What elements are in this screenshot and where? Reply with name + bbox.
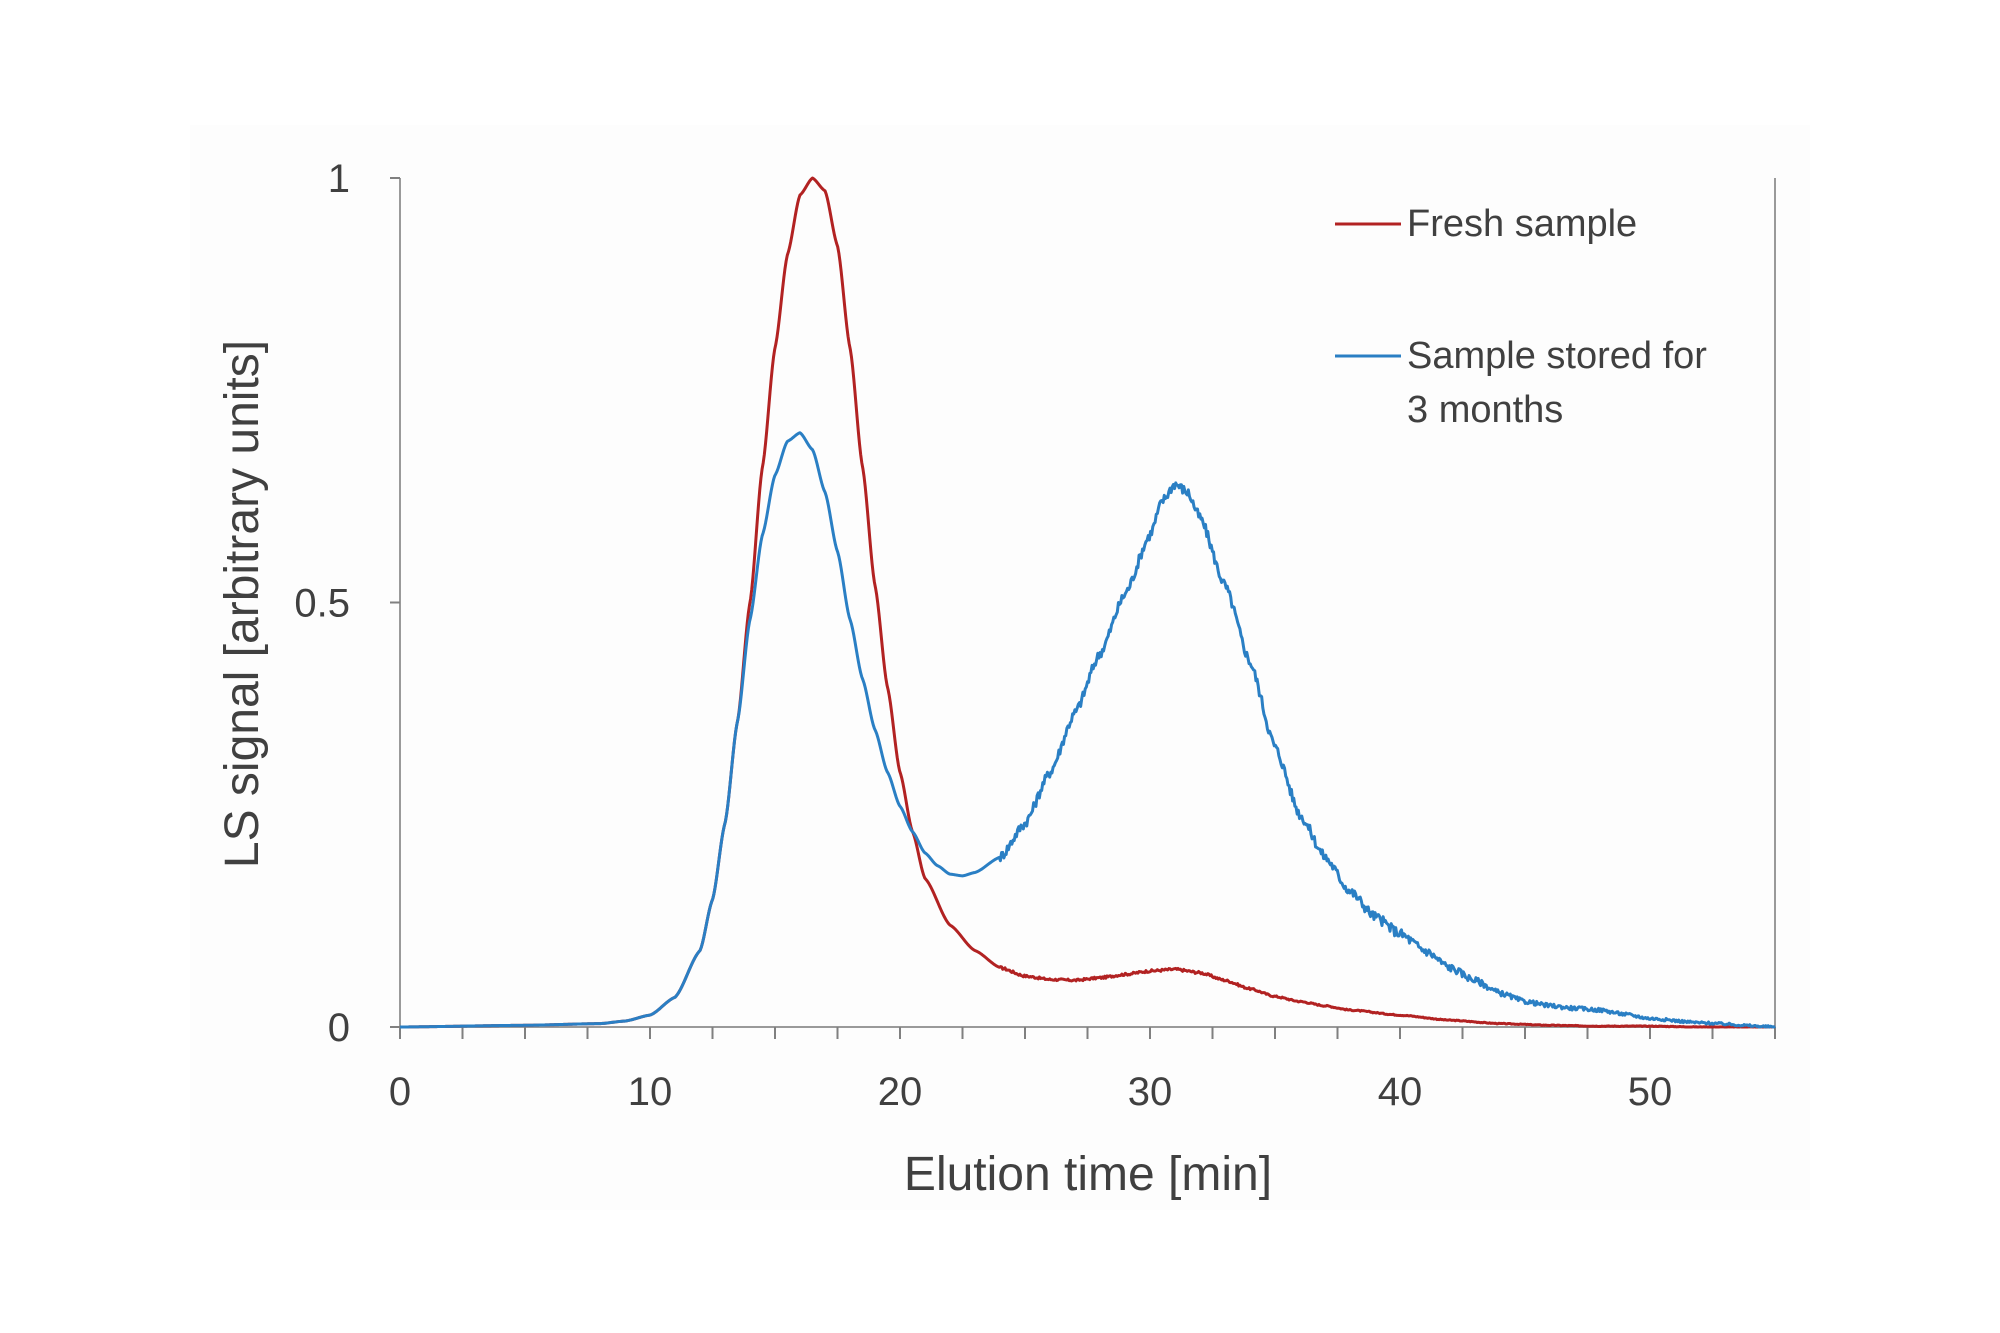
legend: Fresh sample Sample stored for 3 months — [1335, 203, 1707, 431]
x-tick-label: 10 — [628, 1070, 673, 1114]
chart-background — [190, 125, 1810, 1210]
legend-label: Sample stored for — [1407, 335, 1707, 377]
y-tick-label: 0.5 — [294, 582, 350, 626]
x-axis-ticks: 0 10 20 30 40 50 — [389, 1027, 1776, 1114]
x-tick-label: 30 — [1128, 1070, 1173, 1114]
legend-label: 3 months — [1407, 389, 1563, 431]
x-tick-label: 20 — [878, 1070, 923, 1114]
y-tick-label: 1 — [328, 157, 350, 201]
y-axis-ticks: 00.51 — [294, 157, 400, 1050]
x-tick-label: 0 — [389, 1070, 411, 1114]
legend-label: Fresh sample — [1407, 203, 1637, 245]
series-layer — [399, 176, 1776, 1029]
x-tick-label: 50 — [1628, 1070, 1673, 1114]
y-axis-title: LS signal [arbitrary units] — [216, 340, 269, 868]
y-tick-label: 0 — [328, 1006, 350, 1050]
x-axis-title: Elution time [min] — [904, 1148, 1272, 1201]
series-line-stored-sample — [399, 431, 1776, 1029]
x-tick-label: 40 — [1378, 1070, 1423, 1114]
